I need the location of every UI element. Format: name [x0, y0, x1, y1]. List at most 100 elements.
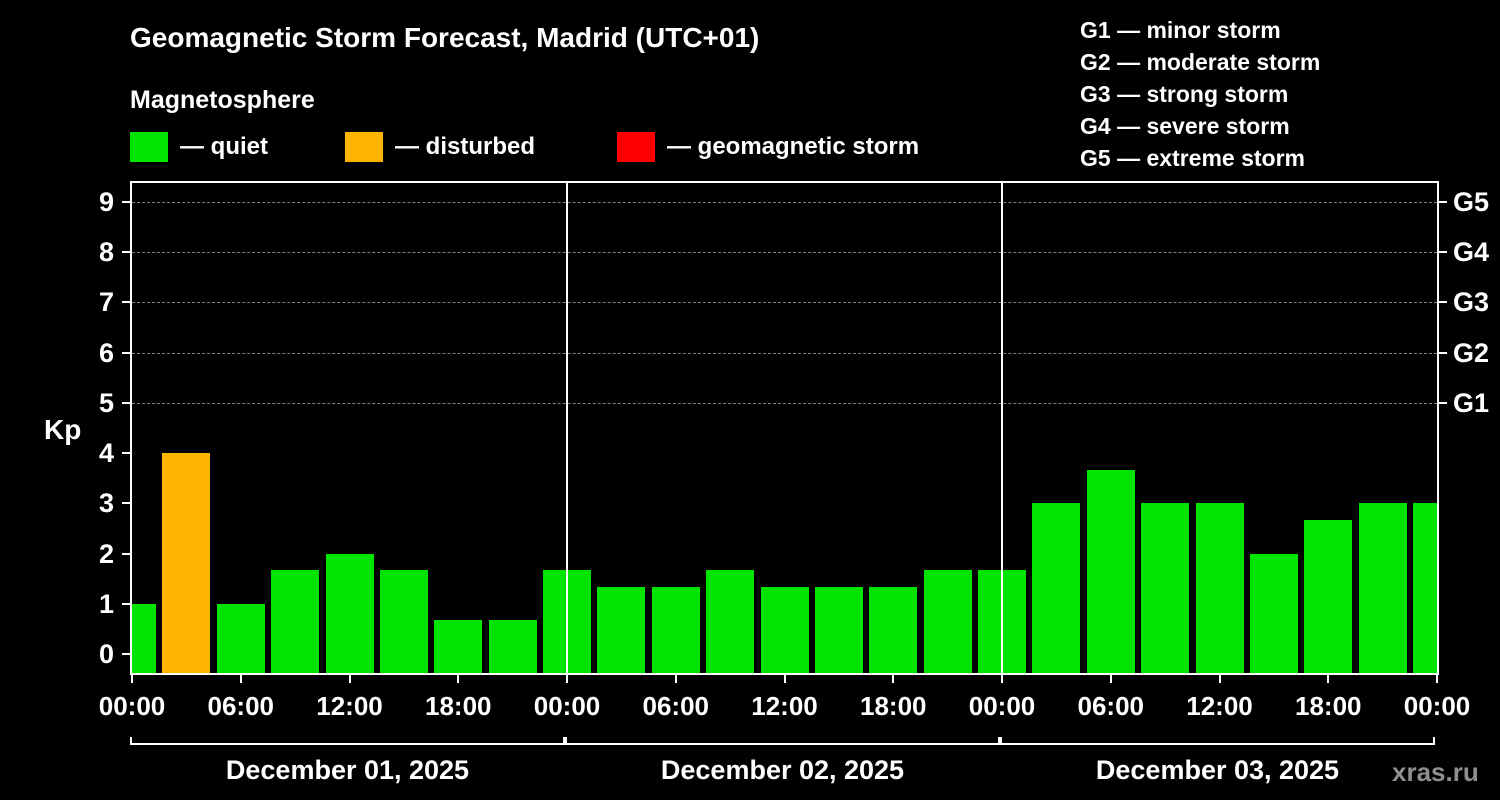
x-tick-label: 06:00 [1077, 691, 1145, 721]
x-tick-label: 12:00 [316, 691, 383, 721]
kp-bar [651, 587, 700, 673]
kp-bar [379, 570, 428, 673]
x-tick-label: 12:00 [1186, 691, 1253, 721]
kp-legend: — quiet — disturbed — geomagnetic storm [130, 131, 1130, 163]
grid-line [132, 202, 1437, 203]
x-axis-tick [892, 673, 895, 683]
disturbed-color-swatch [345, 132, 383, 162]
kp-bar [1304, 519, 1353, 673]
legend-item-disturbed: — disturbed [345, 131, 535, 163]
plot-area: 0 1 2 3 4 5 6 7 8 9 G1 G2 G3 G4 G5 00:00 06:00 12:00 18:00… [99, 181, 1489, 721]
legend-label-storm: — geomagnetic storm [667, 133, 920, 160]
kp-bar [760, 587, 809, 673]
y-tick-label: 6 [98, 337, 114, 368]
kp-bar [1249, 553, 1298, 673]
storm-scale-line-5: G5 — extreme storm [1080, 145, 1305, 171]
right-axis-tick [1437, 201, 1447, 203]
g-level-label: G1 [1453, 387, 1490, 418]
kp-bar [488, 620, 537, 673]
storm-scale-line-2: G2 — moderate storm [1080, 49, 1321, 75]
x-tick-label: 00:00 [533, 691, 601, 721]
x-axis-tick [674, 673, 677, 683]
right-axis-tick [1437, 401, 1447, 404]
quiet-color-swatch [130, 132, 168, 162]
right-axis-tick [1437, 251, 1447, 254]
date-label: December 02, 2025 [660, 755, 905, 785]
right-axis-tick [1437, 301, 1447, 304]
date-bracket [1000, 737, 1435, 745]
kp-bar [216, 603, 265, 673]
x-axis-tick [1218, 673, 1221, 683]
y-tick-label: 0 [98, 638, 114, 669]
g-level-label: G3 [1453, 287, 1490, 318]
x-axis-tick [1436, 673, 1438, 683]
kp-bar [923, 570, 972, 673]
x-axis-tick [1001, 673, 1003, 683]
y-tick-label: 1 [98, 588, 114, 619]
x-axis-tick [566, 673, 568, 683]
kp-bar [1195, 503, 1244, 673]
x-tick-label: 18:00 [425, 691, 492, 721]
g-level-label: G5 [1453, 187, 1490, 217]
x-tick-label: 00:00 [98, 691, 166, 721]
legend-item-storm: — geomagnetic storm [617, 131, 919, 163]
y-tick-label: 5 [98, 387, 114, 418]
g-level-label: G2 [1453, 337, 1490, 368]
kp-bar [1358, 503, 1407, 673]
x-axis-tick [348, 673, 351, 683]
kp-bar [1032, 503, 1081, 673]
day-divider-line [1001, 183, 1003, 673]
date-label: December 03, 2025 [1095, 755, 1340, 785]
x-axis-tick [457, 673, 460, 683]
date-bracket [130, 737, 565, 745]
y-axis-title: Kp [44, 414, 82, 445]
y-axis-tick [122, 201, 132, 203]
kp-bar [1141, 503, 1190, 673]
grid-line [132, 302, 1437, 304]
kp-bar [1086, 469, 1135, 673]
kp-bar [325, 553, 374, 673]
legend-label-disturbed: — disturbed [395, 133, 536, 160]
g-level-label: G4 [1453, 237, 1490, 268]
storm-scale-line-4: G4 — severe storm [1080, 113, 1290, 139]
chart-title: Geomagnetic Storm Forecast, Madrid (UTC+… [130, 22, 760, 53]
storm-scale-line-1: G1 — minor storm [1080, 17, 1281, 43]
grid-line [132, 402, 1437, 404]
x-axis-tick [783, 673, 786, 683]
grid-line [132, 252, 1437, 254]
kp-bar [271, 570, 320, 673]
y-tick-label: 3 [98, 488, 114, 519]
chart-subtitle: Magnetosphere [130, 86, 315, 114]
kp-bar [162, 453, 211, 673]
kp-bar [597, 587, 646, 673]
y-axis-tick [122, 351, 132, 354]
legend-item-quiet: — quiet [130, 131, 268, 163]
y-axis-tick [122, 452, 132, 455]
x-tick-label: 06:00 [207, 691, 275, 721]
y-tick-label: 2 [98, 538, 114, 569]
kp-bar [814, 587, 863, 673]
x-tick-label: 06:00 [642, 691, 710, 721]
legend-label-quiet: — quiet [180, 133, 268, 160]
storm-scale-legend: G1 — minor storm G2 — moderate storm G3 — … [1080, 14, 1320, 174]
y-axis-tick [122, 301, 132, 304]
storm-color-swatch [617, 132, 655, 162]
y-axis-tick [122, 401, 132, 404]
day-divider-line [566, 183, 568, 673]
x-tick-label: 18:00 [1295, 691, 1362, 721]
y-axis-tick [122, 251, 132, 254]
date-label: December 01, 2025 [225, 755, 470, 785]
x-tick-label: 00:00 [1403, 691, 1471, 721]
grid-line [132, 352, 1437, 354]
y-tick-label: 7 [98, 287, 114, 318]
x-axis-tick [1109, 673, 1112, 683]
kp-bar [1413, 503, 1437, 673]
y-tick-label: 9 [98, 187, 114, 217]
x-tick-label: 18:00 [860, 691, 927, 721]
x-tick-label: 00:00 [968, 691, 1036, 721]
x-axis-tick [239, 673, 242, 683]
storm-scale-line-3: G3 — strong storm [1080, 81, 1289, 107]
kp-bar [706, 570, 755, 673]
y-axis-tick [122, 502, 132, 505]
x-axis-tick [131, 673, 133, 683]
